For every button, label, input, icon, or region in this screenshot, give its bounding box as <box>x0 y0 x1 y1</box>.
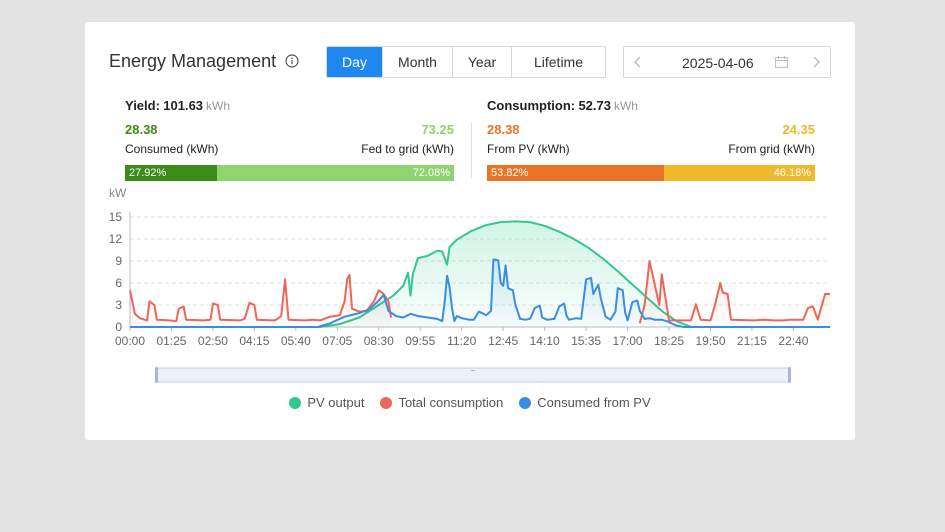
x-tick-label: 08:30 <box>364 334 394 348</box>
chevron-right-icon[interactable] <box>804 47 828 77</box>
y-tick-label: 15 <box>109 210 123 224</box>
consumed-value: 28.38 <box>125 122 158 137</box>
legend-label: Total consumption <box>398 395 504 410</box>
time-range-slider[interactable] <box>155 367 791 383</box>
fed-to-grid-label: Fed to grid (kWh) <box>361 142 454 156</box>
y-tick-label: 0 <box>115 320 122 334</box>
series-pv-output-area <box>130 221 830 327</box>
x-tick-label: 19:50 <box>695 334 725 348</box>
power-chart[interactable]: 0 3 6 9 12 15 00:00 01:25 02:50 04:15 05:40 07:05 08… <box>85 22 855 362</box>
legend-dot <box>519 396 532 409</box>
consumed-pct: 27.92% <box>125 165 217 181</box>
x-tick-label: 05:40 <box>281 334 311 348</box>
series-consumed-from-pv-line <box>130 258 830 328</box>
from-grid-label: From grid (kWh) <box>728 142 815 156</box>
consumption-unit: kWh <box>613 99 638 113</box>
consumption-value: 52.73 <box>578 98 611 113</box>
y-tick-label: 3 <box>115 298 122 312</box>
chart-legend: PV output Total consumption Consumed fro… <box>85 395 855 410</box>
x-tick-label: 09:55 <box>405 334 435 348</box>
period-tabs: Day Month Year Lifetime <box>326 46 606 78</box>
from-pv-pct: 53.82% <box>487 165 664 181</box>
y-tick-label: 9 <box>115 254 122 268</box>
x-tick-label: 04:15 <box>239 334 269 348</box>
series-consumed-from-pv-area <box>130 259 830 327</box>
x-tick-label: 22:40 <box>778 334 808 348</box>
info-icon[interactable] <box>285 54 299 68</box>
from-grid-value: 24.35 <box>782 122 815 137</box>
x-tick-label: 07:05 <box>322 334 352 348</box>
consumed-label: Consumed (kWh) <box>125 142 219 156</box>
series-total-consumption-evening-line <box>638 260 830 324</box>
legend-label: PV output <box>307 395 365 410</box>
series-total-consumption-line <box>129 273 392 323</box>
x-tick-label: 01:25 <box>156 334 186 348</box>
legend-dot <box>380 396 393 409</box>
legend-label: Consumed from PV <box>537 395 651 410</box>
from-grid-pct: 46.18% <box>663 165 815 181</box>
legend-dot <box>289 396 302 409</box>
tab-month[interactable]: Month <box>382 47 452 77</box>
calendar-icon[interactable] <box>775 56 788 68</box>
slider-handle-right <box>788 367 791 383</box>
page-title: Energy Management <box>109 51 277 71</box>
summary-divider <box>471 122 472 178</box>
tab-day[interactable]: Day <box>327 47 382 77</box>
fed-pct: 72.08% <box>216 165 454 181</box>
x-tick-label: 14:10 <box>530 334 560 348</box>
consumption-ratio-bar: 53.82% 46.18% <box>487 165 815 181</box>
yield-ratio-bar: 27.92% 72.08% <box>125 165 454 181</box>
yield-label: Yield: <box>125 98 160 113</box>
y-tick-label: 12 <box>109 232 123 246</box>
from-pv-value: 28.38 <box>487 122 520 137</box>
x-tick-label: 15:35 <box>571 334 601 348</box>
fed-to-grid-value: 73.25 <box>421 122 454 137</box>
consumption-label: Consumption: <box>487 98 576 113</box>
x-tick-label: 00:00 <box>115 334 145 348</box>
tab-year[interactable]: Year <box>452 47 511 77</box>
x-tick-label: 18:25 <box>654 334 684 348</box>
date-value[interactable]: 2025-04-06 <box>682 55 754 71</box>
tab-lifetime[interactable]: Lifetime <box>511 47 605 77</box>
from-pv-label: From PV (kWh) <box>487 142 570 156</box>
legend-total-consumption[interactable]: Total consumption <box>380 395 503 410</box>
y-tick-label: 6 <box>115 276 122 290</box>
yield-unit: kWh <box>206 99 231 113</box>
x-tick-label: 11:20 <box>447 334 476 348</box>
date-picker[interactable]: 2025-04-06 <box>623 46 831 78</box>
chevron-left-icon[interactable] <box>626 47 650 77</box>
legend-consumed-from-pv[interactable]: Consumed from PV <box>519 395 651 410</box>
legend-pv-output[interactable]: PV output <box>289 395 364 410</box>
slider-handle-left <box>155 367 158 383</box>
yield-summary: Yield: 101.63 kWh <box>125 98 230 113</box>
x-tick-label: 17:00 <box>613 334 643 348</box>
x-tick-label: 02:50 <box>198 334 228 348</box>
x-tick-label: 21:15 <box>737 334 767 348</box>
yield-value: 101.63 <box>163 98 204 113</box>
y-axis-unit: kW <box>109 186 127 200</box>
energy-management-card: Energy Management Day Month Year Lifetim… <box>85 22 855 440</box>
consumption-summary: Consumption: 52.73 kWh <box>487 98 638 113</box>
x-tick-label: 12:45 <box>488 334 518 348</box>
series-pv-output-line <box>130 220 830 328</box>
